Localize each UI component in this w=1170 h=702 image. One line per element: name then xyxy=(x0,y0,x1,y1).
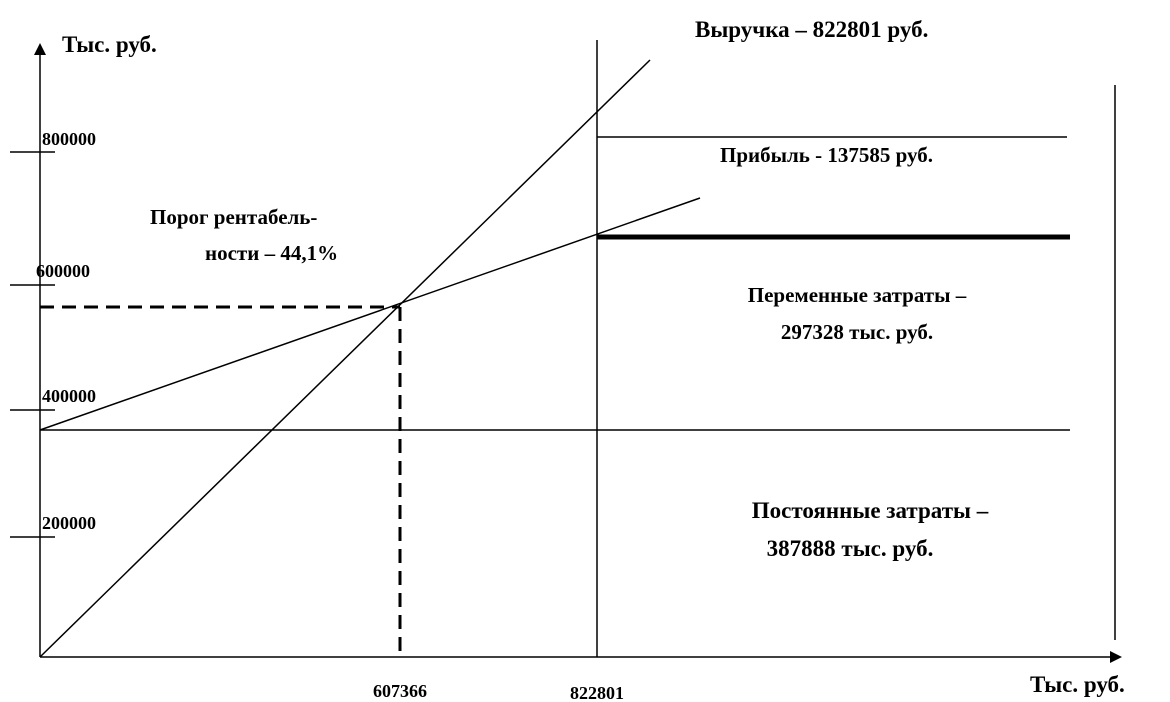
variable-costs-label: Переменные затраты – xyxy=(748,283,967,307)
revenue-line xyxy=(39,59,651,658)
y-tick-label: 400000 xyxy=(42,386,96,406)
x-axis-label: Тыс. руб. xyxy=(1030,672,1125,697)
fixed-costs-label: Постоянные затраты – xyxy=(752,498,989,523)
y-tick-label: 800000 xyxy=(42,129,96,149)
variable-costs-label: 297328 тыс. руб. xyxy=(781,320,933,344)
x-tick-label: 822801 xyxy=(570,683,624,702)
cost-line xyxy=(39,197,701,431)
revenue-label: Выручка – 822801 руб. xyxy=(695,17,928,42)
y-tick-label: 600000 xyxy=(36,261,90,281)
profit-label: Прибыль - 137585 руб. xyxy=(720,143,933,167)
x-tick-label: 607366 xyxy=(373,681,427,701)
break-even-label: ности – 44,1% xyxy=(205,241,338,265)
y-axis-label: Тыс. руб. xyxy=(62,32,157,57)
break-even-label: Порог рентабель- xyxy=(150,205,317,229)
fixed-costs-label: 387888 тыс. руб. xyxy=(767,536,934,561)
y-tick-label: 200000 xyxy=(42,513,96,533)
